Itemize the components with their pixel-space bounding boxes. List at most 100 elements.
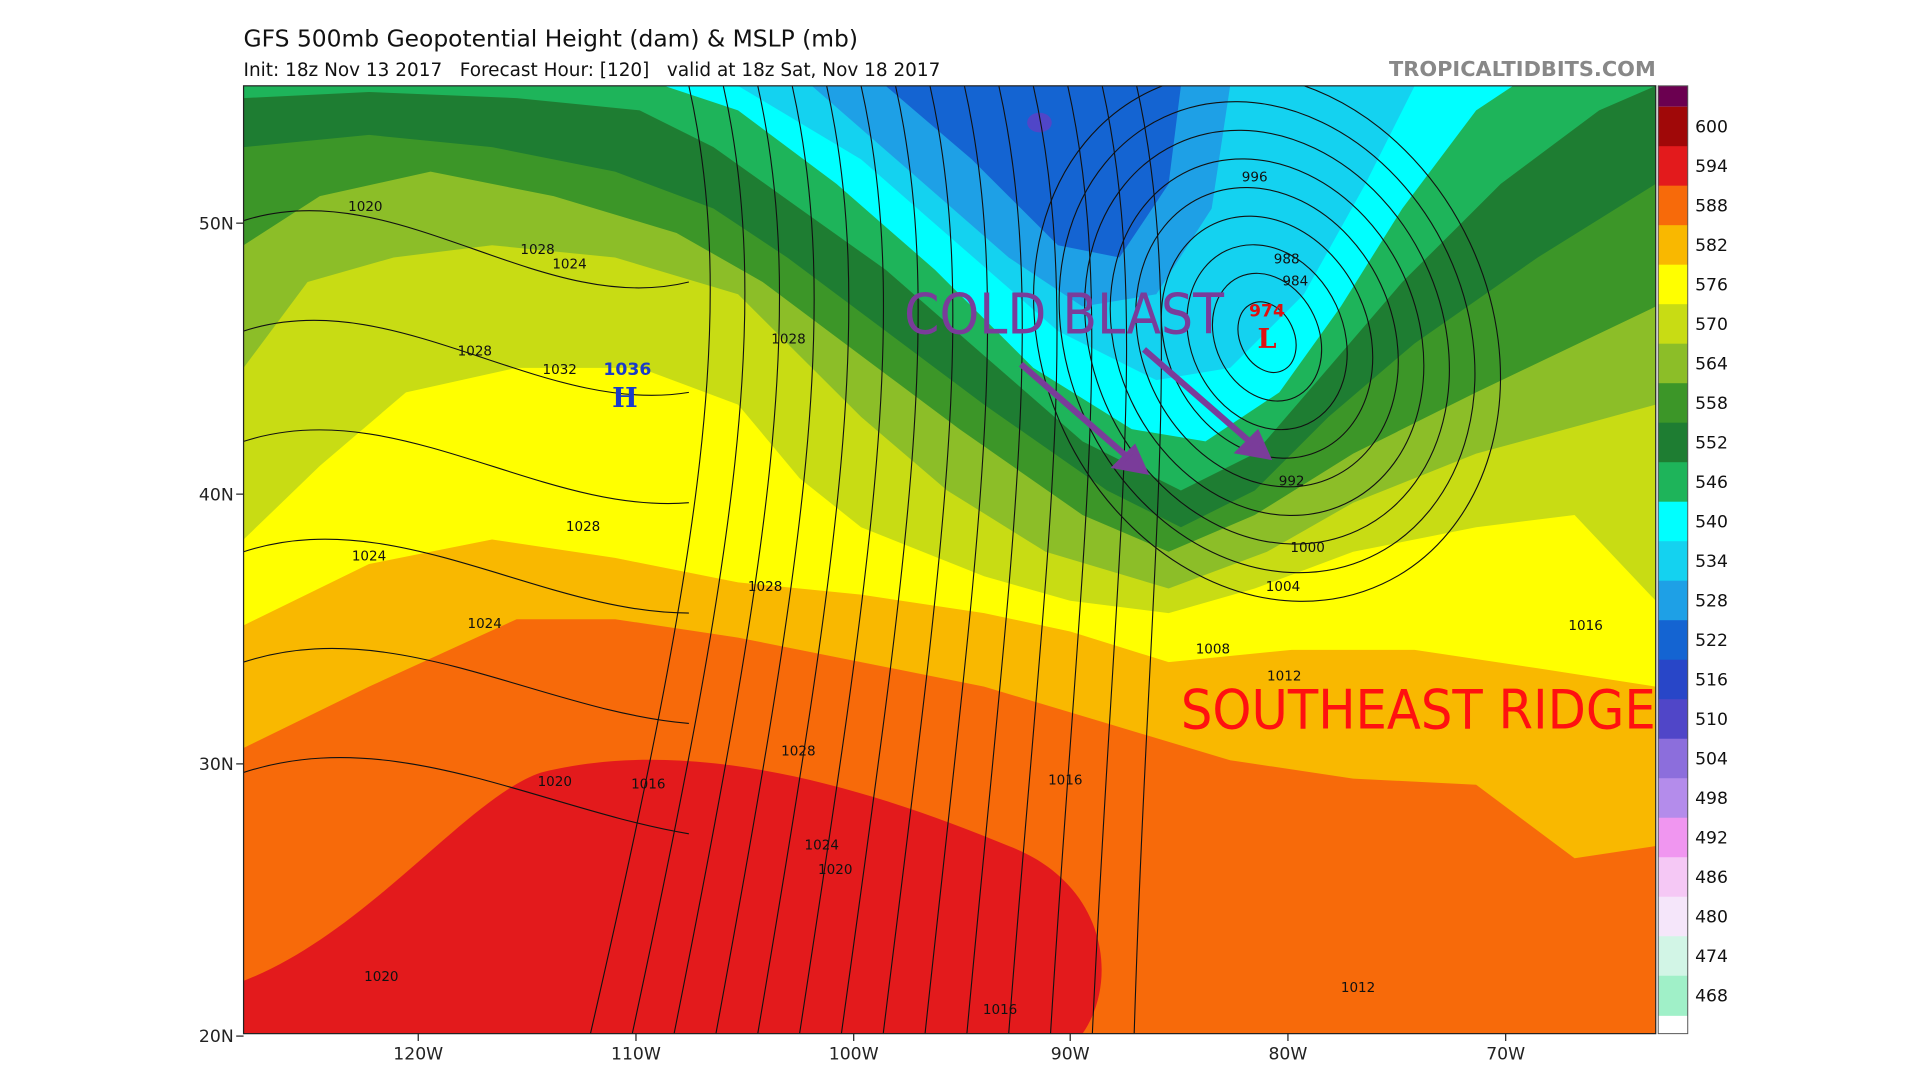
- low-symbol: L: [1258, 324, 1277, 355]
- colorbar-label: 522: [1695, 631, 1728, 651]
- colorbar-label: 570: [1695, 315, 1728, 335]
- isobar-label: 1028: [748, 579, 782, 595]
- isobar: [1135, 186, 1399, 488]
- colorbar-label: 486: [1695, 868, 1728, 888]
- colorbar-label: 498: [1695, 789, 1728, 809]
- colorbar-cell: [1658, 699, 1688, 740]
- lon-label: 110W: [611, 1044, 661, 1064]
- colorbar-label: 552: [1695, 434, 1728, 454]
- isobar-label: 1008: [1196, 642, 1230, 658]
- isobar-label: 1020: [348, 199, 382, 215]
- band: [243, 759, 1102, 1034]
- isobar-label: 1020: [538, 774, 572, 790]
- isobar: [924, 85, 989, 1034]
- colorbar-top: [1658, 85, 1688, 107]
- colorbar-label: 564: [1695, 355, 1728, 375]
- colorbar-label: 516: [1695, 671, 1728, 691]
- colorbar-label: 480: [1695, 908, 1728, 928]
- isobar-label: 1028: [520, 242, 554, 258]
- lon-label: 70W: [1486, 1044, 1525, 1064]
- colorbar-cell: [1658, 225, 1688, 266]
- high-pressure: 1036: [603, 360, 651, 380]
- arrow-head: [1110, 443, 1150, 475]
- colorbar-cell: [1658, 580, 1688, 621]
- isobar-label: 988: [1274, 252, 1300, 268]
- isobar-label: 1028: [458, 344, 492, 360]
- isobar: [1033, 85, 1502, 602]
- arrow-head: [1233, 428, 1273, 461]
- colorbar-label: 540: [1695, 513, 1728, 533]
- isobar: [243, 538, 689, 614]
- colorbar-cell: [1658, 462, 1688, 503]
- isobar: [715, 85, 815, 1034]
- colorbar-label: 492: [1695, 829, 1728, 849]
- colorbar-label: 546: [1695, 473, 1728, 493]
- colorbar-cell: [1658, 936, 1688, 977]
- isobar-label: 1016: [1048, 773, 1082, 789]
- credit: TROPICALTIDBITS.COM: [1389, 57, 1656, 81]
- colorbar-cell: [1658, 620, 1688, 661]
- isobar: [840, 85, 919, 1034]
- lon-label: 80W: [1268, 1044, 1307, 1064]
- isobar: [631, 85, 746, 1034]
- arrow: [1141, 347, 1255, 447]
- southeast-ridge-label: SOUTHEAST RIDGE: [1181, 678, 1656, 741]
- isobar-label: 1028: [566, 519, 600, 535]
- lon-label: 100W: [829, 1044, 879, 1064]
- isobar: [1109, 158, 1425, 517]
- colorbar-label: 528: [1695, 592, 1728, 612]
- isobar-label: 1024: [805, 838, 839, 854]
- isobar-label: 996: [1242, 169, 1268, 185]
- colorbar-cell: [1658, 817, 1688, 858]
- low-pressure: 974: [1249, 301, 1285, 321]
- colorbar-label: 510: [1695, 710, 1728, 730]
- colorbar-label: 558: [1695, 394, 1728, 414]
- isobar: [1084, 129, 1450, 545]
- isobar-label: 1016: [983, 1002, 1017, 1018]
- isobar: [243, 757, 689, 835]
- colorbar-cell: [1658, 146, 1688, 187]
- isobar-label: 984: [1282, 274, 1308, 290]
- colorbar-label: 576: [1695, 276, 1728, 296]
- colorbar-cell: [1658, 738, 1688, 779]
- isobar: [1211, 272, 1323, 402]
- colorbar-label: 504: [1695, 750, 1728, 770]
- isobar-label: 1032: [543, 362, 577, 378]
- colorbar-frame: [1657, 85, 1689, 1035]
- isobar: [1133, 85, 1162, 1034]
- isobar: [1237, 301, 1297, 373]
- lat-label: 30N: [199, 755, 234, 775]
- isobar: [882, 85, 954, 1034]
- isobar: [243, 319, 689, 396]
- subtitle: Init: 18z Nov 13 2017 Forecast Hour: [12…: [244, 60, 941, 81]
- lat-label: 20N: [199, 1027, 234, 1047]
- colorbar-cell: [1658, 343, 1688, 384]
- isobar: [243, 648, 689, 724]
- colorbar-cell: [1658, 659, 1688, 700]
- isobar: [1049, 85, 1093, 1034]
- isobar-label: 1020: [818, 862, 852, 878]
- lon-label: 120W: [393, 1044, 443, 1064]
- isobar-label: 1012: [1341, 980, 1375, 996]
- colorbar-cell: [1658, 778, 1688, 819]
- colorbar-label: 468: [1695, 987, 1728, 1007]
- colorbar: 600 594 588 582 576 570 564 558 552 546 540 534 528 5…: [1657, 85, 1728, 1035]
- colorbar-cell: [1658, 383, 1688, 424]
- isobar: [673, 85, 781, 1034]
- colorbar-label: 594: [1695, 157, 1728, 177]
- isobar-label: 1000: [1290, 540, 1324, 556]
- arrow: [1018, 361, 1132, 461]
- isobar: [966, 85, 1023, 1034]
- lon-label: 90W: [1051, 1044, 1090, 1064]
- lat-label: 50N: [199, 214, 234, 234]
- height-field: [243, 85, 1656, 1034]
- colorbar-label: 588: [1695, 197, 1728, 217]
- colorbar-cell: [1658, 896, 1688, 937]
- isobar: [243, 210, 690, 289]
- isobar-label: 1016: [1568, 618, 1602, 634]
- colorbar-cell: [1658, 541, 1688, 582]
- colorbar-label: 600: [1695, 118, 1728, 138]
- colorbar-cell: [1658, 106, 1688, 147]
- isobar-label: 1020: [364, 969, 398, 985]
- colorbar-label: 474: [1695, 947, 1728, 967]
